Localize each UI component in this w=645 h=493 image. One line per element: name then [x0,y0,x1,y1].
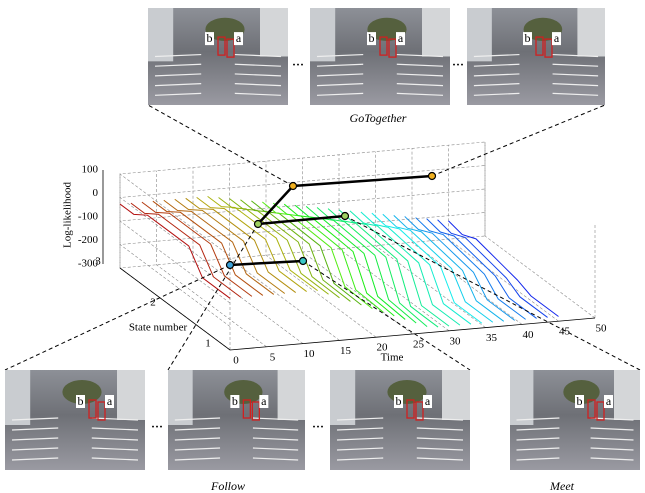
scene-image: ba [148,8,288,105]
building [5,370,30,425]
scene-image: ba [330,370,470,470]
leader-line [5,265,230,370]
state-tick-label: 2 [150,297,156,309]
state-point [300,258,307,265]
building [330,370,355,425]
person-label: a [606,394,612,408]
person-label: b [396,394,402,408]
state-axis-label: State number [129,322,188,334]
person-label: a [398,31,404,45]
grid-line [120,189,485,303]
state-point [429,173,436,180]
time-tick-label: 30 [450,335,462,347]
scene-image: ba [310,8,450,105]
leader-line [345,216,640,370]
building [422,8,450,57]
time-tick-label: 25 [413,339,425,351]
grid-line [120,213,485,327]
building [117,370,145,420]
state-point [342,213,349,220]
y-tick-label: -100 [78,211,99,223]
person-label: a [236,31,242,45]
building [510,370,533,425]
building [148,8,173,61]
y-axis-label: Log-likelihood [62,182,74,248]
ellipsis: ... [312,415,324,432]
person-label: a [261,394,267,408]
building [577,8,605,57]
likelihood-curve [372,213,482,323]
person-label: a [425,394,431,408]
time-tick-label: 0 [233,355,239,367]
leader-line [168,224,258,370]
person-label: b [577,394,583,408]
time-tick-label: 5 [270,351,276,363]
building [467,8,492,61]
grid-line [449,145,559,321]
building [442,370,470,420]
person-label: b [525,31,531,45]
time-axis-label: Time [381,352,404,364]
state-tick-label: 1 [205,338,211,350]
building [310,8,335,61]
time-tick-label: 40 [523,329,535,341]
time-tick-label: 35 [486,332,498,344]
time-tick-label: 50 [596,323,608,335]
state-point [255,221,262,228]
building [614,370,640,420]
y-tick-label: 0 [93,187,99,199]
person-label: b [78,394,84,408]
grid-line [485,142,595,318]
building [168,370,193,425]
state-point [290,183,297,190]
person-label: b [232,394,238,408]
leader-line [432,105,605,176]
y-tick-label: 100 [82,164,99,176]
person-label: b [369,31,375,45]
person-label: a [107,394,113,408]
y-tick-label: -200 [78,234,99,246]
person-label: a [554,31,560,45]
caption: Meet [549,479,575,493]
scene-image: ba [168,370,305,470]
person-label: b [207,31,213,45]
state-point [227,262,234,269]
grid-line [157,171,267,347]
leader-line [148,105,293,186]
scene-image: ba [467,8,605,105]
time-tick-label: 10 [304,348,316,360]
figure: 1000-100-200-30012305101520253035404550 … [0,0,645,493]
time-tick-label: 45 [559,326,571,338]
ellipsis: ... [151,415,163,432]
building [260,8,288,57]
state-tick-label: 3 [95,256,101,268]
caption: GoTogether [350,111,407,125]
time-tick-label: 15 [340,345,352,357]
building [278,370,305,420]
caption: Follow [210,479,245,493]
ellipsis: ... [292,53,304,70]
ellipsis: ... [452,53,464,70]
